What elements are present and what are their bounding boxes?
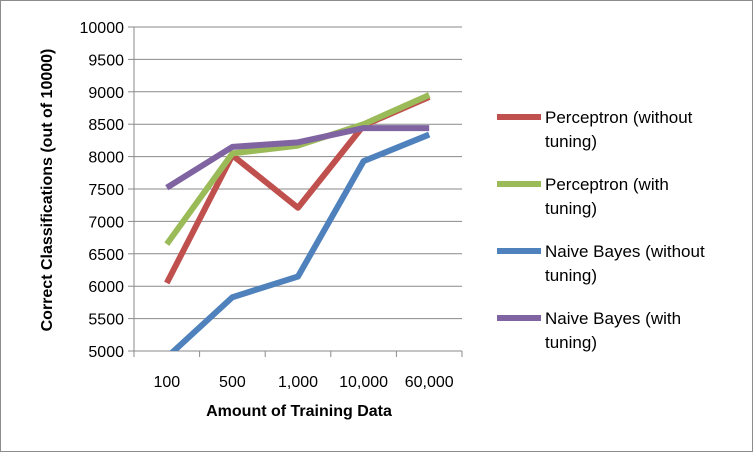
legend-label-0: Perceptron (without [545, 108, 693, 127]
legend-label-1: tuning) [545, 199, 597, 218]
series-line-2 [169, 131, 431, 351]
legend-label-1: Perceptron (with [545, 175, 669, 194]
y-tick-label: 7500 [88, 182, 124, 199]
x-tick-label: 100 [153, 374, 180, 391]
axes [133, 27, 462, 352]
y-axis-title: Correct Classifications (out of 10000) [39, 49, 56, 332]
y-tick-label: 8000 [88, 150, 124, 167]
legend-label-0: tuning) [545, 132, 597, 151]
y-tick-label: 6000 [88, 279, 124, 296]
y-tick-label: 5000 [88, 344, 124, 361]
y-tick-label: 6500 [88, 247, 124, 264]
y-tick-label: 9000 [88, 85, 124, 102]
x-tick-label: 10,000 [339, 374, 388, 391]
legend-label-2: tuning) [545, 266, 597, 285]
legend: Perceptron (without tuning) Perceptron (wi… [497, 108, 705, 352]
series-lines [164, 92, 431, 351]
y-tick-label: 5500 [88, 312, 124, 329]
y-tick-label: 7000 [88, 214, 124, 231]
series-line-3 [165, 125, 430, 191]
legend-label-3: Naive Bayes (with [545, 309, 681, 328]
y-tick-label: 9500 [88, 52, 124, 69]
x-tick-label: 500 [219, 374, 246, 391]
x-tick-label: 60,000 [405, 374, 454, 391]
legend-label-2: Naive Bayes (without [545, 242, 705, 261]
y-axis-ticks: 5000 5500 6000 6500 7000 7500 8000 8500 9000 9500… [80, 20, 134, 361]
x-axis-title: Amount of Training Data [206, 403, 392, 420]
gridlines [134, 26, 462, 352]
y-tick-label: 8500 [88, 117, 124, 134]
series-line-1 [164, 92, 431, 246]
legend-label-3: tuning) [545, 333, 597, 352]
x-axis-ticks: 100 500 1,000 10,000 60,000 [133, 351, 463, 391]
y-tick-label: 10000 [80, 20, 125, 37]
x-tick-label: 1,000 [278, 374, 318, 391]
